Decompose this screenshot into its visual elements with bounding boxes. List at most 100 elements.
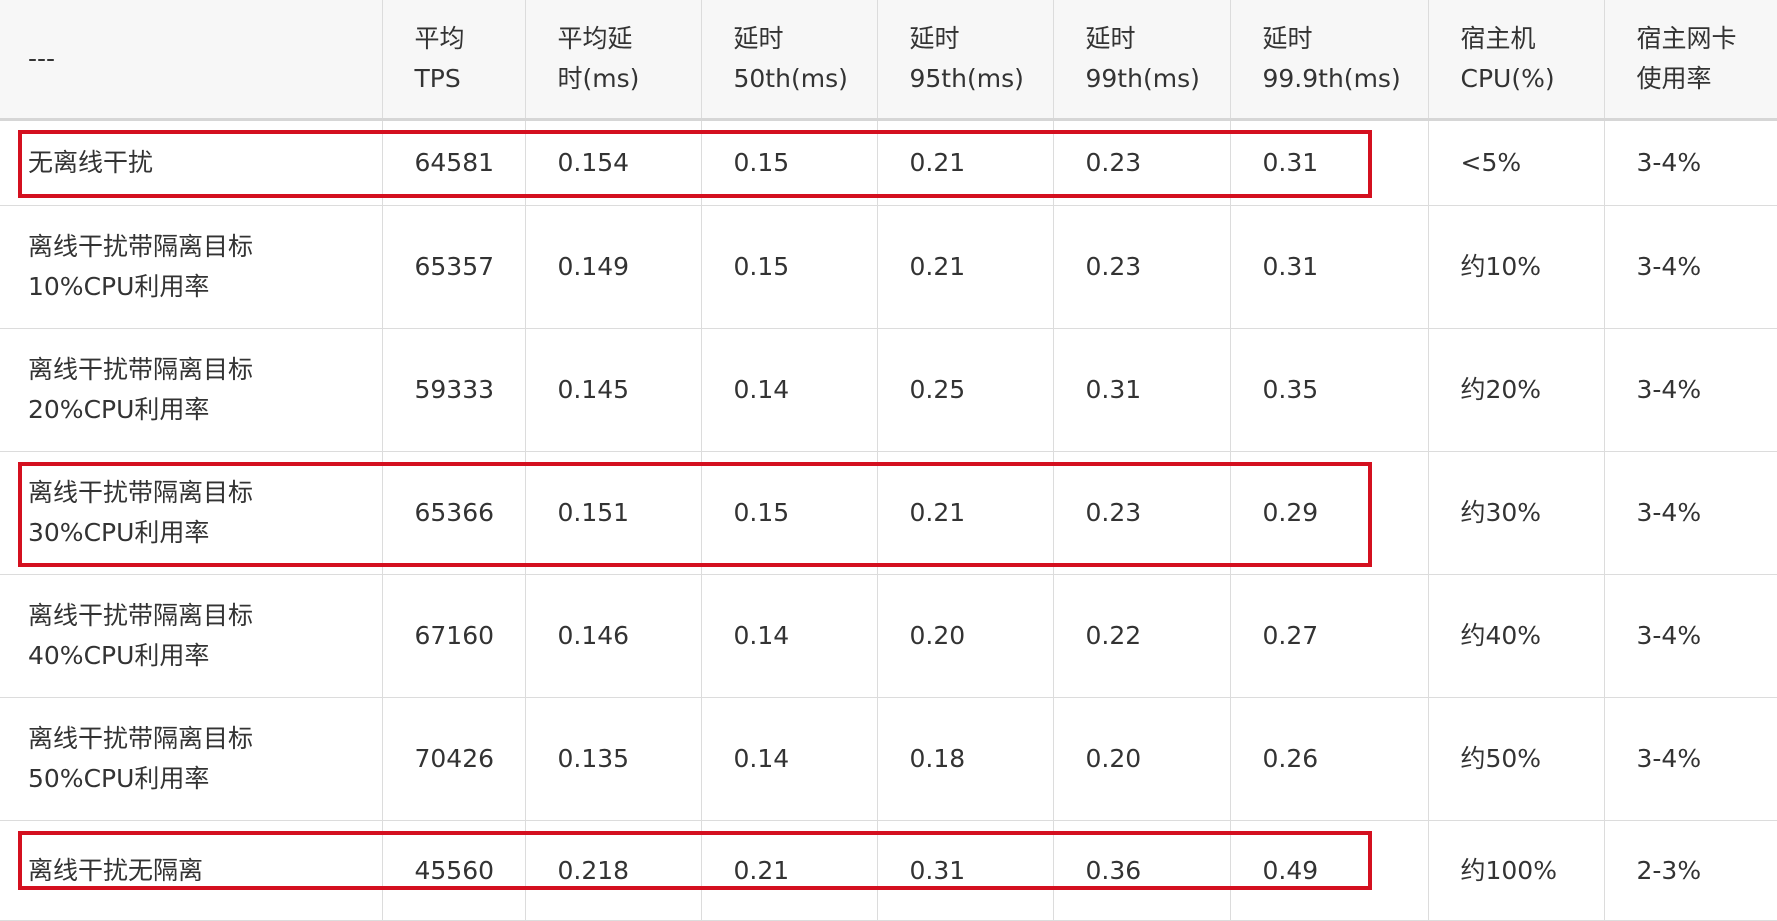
column-header-line: 宿主网卡 [1637, 19, 1777, 59]
cell-host-cpu: 约100% [1428, 821, 1604, 921]
cell-latency-99-9th: 0.49 [1230, 821, 1428, 921]
cell-host-nic-usage: 3-4% [1604, 206, 1777, 329]
row-label-line: 离线干扰带隔离目标 [28, 350, 382, 390]
cell-latency-50th: 0.15 [701, 206, 877, 329]
row-label-line: 离线干扰带隔离目标 [28, 473, 382, 513]
cell-host-cpu: <5% [1428, 120, 1604, 206]
cell-latency-95th: 0.18 [877, 698, 1053, 821]
row-label-line: 无离线干扰 [28, 143, 382, 183]
column-header-line: 95th(ms) [910, 59, 1053, 99]
cell-host-nic-usage: 2-3% [1604, 821, 1777, 921]
cell-host-cpu: 约20% [1428, 329, 1604, 452]
column-header-host-nic-usage: 宿主网卡使用率 [1604, 0, 1777, 120]
column-header-line: 使用率 [1637, 59, 1777, 99]
cell-host-cpu: 约40% [1428, 575, 1604, 698]
cell-host-nic-usage: 3-4% [1604, 698, 1777, 821]
cell-latency-99th: 0.20 [1053, 698, 1230, 821]
cell-host-nic-usage: 3-4% [1604, 329, 1777, 452]
cell-latency-95th: 0.21 [877, 120, 1053, 206]
cell-latency-50th: 0.15 [701, 452, 877, 575]
cell-latency-99th: 0.23 [1053, 206, 1230, 329]
cell-latency-99-9th: 0.27 [1230, 575, 1428, 698]
column-header-line: CPU(%) [1461, 59, 1604, 99]
cell-latency-95th: 0.31 [877, 821, 1053, 921]
column-header-line: 延时 [910, 19, 1053, 59]
column-header-line: 50th(ms) [734, 59, 877, 99]
cell-latency-50th: 0.21 [701, 821, 877, 921]
cell-avg-tps: 59333 [382, 329, 525, 452]
column-header-line: 延时 [1086, 19, 1230, 59]
column-header-line: 宿主机 [1461, 19, 1604, 59]
cell-latency-99th: 0.23 [1053, 120, 1230, 206]
column-header-line: 时(ms) [558, 59, 701, 99]
cell-avg-tps: 70426 [382, 698, 525, 821]
column-header-line: TPS [415, 59, 525, 99]
cell-host-nic-usage: 3-4% [1604, 120, 1777, 206]
row-label-line: 离线干扰带隔离目标 [28, 596, 382, 636]
cell-latency-50th: 0.14 [701, 329, 877, 452]
cell-avg-tps: 45560 [382, 821, 525, 921]
cell-latency-99-9th: 0.35 [1230, 329, 1428, 452]
row-label-line: 40%CPU利用率 [28, 636, 382, 676]
cell-avg-latency: 0.154 [525, 120, 701, 206]
cell-avg-tps: 67160 [382, 575, 525, 698]
cell-host-nic-usage: 3-4% [1604, 575, 1777, 698]
cell-host-cpu: 约30% [1428, 452, 1604, 575]
cell-latency-99th: 0.31 [1053, 329, 1230, 452]
cell-latency-50th: 0.14 [701, 698, 877, 821]
cell-avg-latency: 0.135 [525, 698, 701, 821]
row-label-line: 50%CPU利用率 [28, 759, 382, 799]
cell-latency-95th: 0.21 [877, 206, 1053, 329]
cell-latency-99th: 0.23 [1053, 452, 1230, 575]
cell-avg-latency: 0.146 [525, 575, 701, 698]
cell-latency-99-9th: 0.31 [1230, 120, 1428, 206]
row-label-line: 30%CPU利用率 [28, 513, 382, 553]
cell-host-nic-usage: 3-4% [1604, 452, 1777, 575]
row-label-line: 离线干扰带隔离目标 [28, 719, 382, 759]
column-header-line: 99th(ms) [1086, 59, 1230, 99]
row-label-line: 20%CPU利用率 [28, 390, 382, 430]
row-label-cell: 离线干扰无隔离 [0, 821, 382, 921]
cell-latency-50th: 0.15 [701, 120, 877, 206]
cell-latency-99-9th: 0.26 [1230, 698, 1428, 821]
cell-host-cpu: 约50% [1428, 698, 1604, 821]
row-label-line: 离线干扰带隔离目标 [28, 227, 382, 267]
row-label-line: 离线干扰无隔离 [28, 851, 382, 891]
column-header-line: 平均 [415, 19, 525, 59]
row-label-line: 10%CPU利用率 [28, 267, 382, 307]
column-header-line: 延时 [734, 19, 877, 59]
cell-avg-tps: 65366 [382, 452, 525, 575]
cell-avg-tps: 64581 [382, 120, 525, 206]
cell-latency-95th: 0.20 [877, 575, 1053, 698]
column-header-line: 延时 [1263, 19, 1428, 59]
cell-latency-50th: 0.14 [701, 575, 877, 698]
cell-avg-tps: 65357 [382, 206, 525, 329]
cell-latency-99-9th: 0.31 [1230, 206, 1428, 329]
column-header-row-label: --- [0, 0, 382, 120]
cell-latency-95th: 0.21 [877, 452, 1053, 575]
cell-avg-latency: 0.145 [525, 329, 701, 452]
cell-avg-latency: 0.151 [525, 452, 701, 575]
cell-avg-latency: 0.218 [525, 821, 701, 921]
column-header-line: 99.9th(ms) [1263, 59, 1428, 99]
